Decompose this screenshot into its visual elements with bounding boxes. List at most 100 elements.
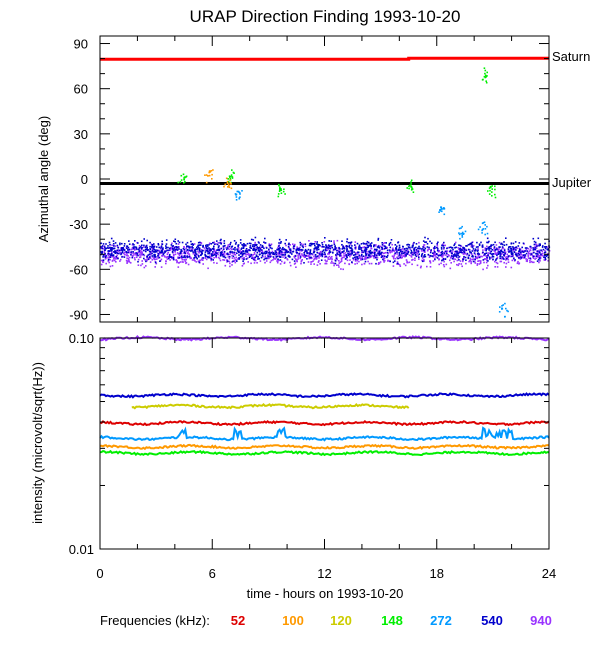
azimuth-point: [231, 254, 233, 257]
azimuth-point: [247, 261, 249, 263]
azimuth-point: [364, 251, 367, 253]
azimuth-point: [226, 259, 228, 261]
azimuth-point: [279, 242, 282, 244]
azimuth-point: [350, 243, 352, 245]
azimuth-point: [161, 251, 164, 253]
azimuth-point: [183, 246, 185, 248]
azimuth-point: [301, 249, 304, 251]
azimuth-point: [499, 251, 501, 253]
azimuth-point: [230, 241, 232, 244]
azimuth-point: [501, 246, 504, 248]
azimuth-point: [434, 257, 436, 260]
azimuth-point: [219, 254, 222, 256]
azimuth-point: [426, 246, 429, 248]
azimuth-point: [230, 175, 232, 178]
azimuth-point: [185, 247, 187, 250]
azimuth-point: [355, 251, 357, 254]
azimuth-point: [487, 190, 489, 192]
azimuth-point: [519, 258, 522, 260]
azimuth-point: [444, 244, 446, 247]
azimuth-point: [319, 263, 321, 265]
azimuth-point: [394, 252, 397, 254]
azimuth-point: [381, 251, 383, 254]
azimuth-point: [286, 258, 289, 261]
azimuth-point: [311, 252, 313, 255]
azimuth-point: [284, 253, 287, 256]
azimuth-point: [461, 225, 463, 228]
azimuth-point: [491, 185, 493, 187]
azimuth-point: [126, 245, 128, 247]
azimuth-point: [423, 258, 425, 261]
azimuth-point: [394, 257, 397, 260]
azimuth-point: [481, 244, 484, 246]
azimuth-point: [289, 261, 291, 264]
azimuth-point: [137, 258, 140, 261]
azimuth-point: [368, 262, 371, 265]
azimuth-point: [138, 250, 140, 252]
azimuth-point: [489, 245, 492, 247]
azimuth-point: [534, 255, 536, 258]
azimuth-point: [179, 252, 182, 254]
azimuth-point: [134, 240, 136, 242]
azimuth-point: [189, 256, 192, 258]
azimuth-point: [366, 252, 369, 255]
azimuth-point: [285, 239, 287, 241]
azimuth-point: [307, 261, 310, 263]
azimuth-point: [208, 171, 210, 174]
azimuth-point: [272, 253, 275, 255]
azimuth-point: [110, 254, 112, 256]
azimuth-point: [231, 176, 234, 178]
azimuth-point: [312, 260, 314, 262]
azimuth-point: [365, 257, 368, 260]
azimuth-point: [256, 246, 259, 248]
azimuth-point: [182, 256, 184, 259]
azimuth-point: [185, 243, 187, 246]
azimuth-point: [508, 250, 511, 252]
azimuth-point: [442, 243, 444, 245]
azimuth-point: [170, 247, 173, 250]
azimuth-point: [207, 250, 209, 253]
azimuth-point: [191, 246, 193, 248]
azimuth-point: [173, 254, 175, 257]
azimuth-point: [484, 69, 487, 72]
azimuth-point: [467, 256, 470, 259]
azimuth-point: [396, 253, 398, 255]
azimuth-point: [140, 250, 142, 253]
azimuth-point: [292, 247, 295, 250]
azimuth-point: [120, 253, 122, 256]
azimuth-point: [194, 249, 196, 251]
azimuth-point: [431, 255, 434, 257]
azimuth-point: [208, 174, 211, 177]
azimuth-point: [238, 192, 241, 194]
azimuth-point: [465, 259, 467, 261]
azimuth-point: [314, 247, 316, 249]
azimuth-point: [389, 251, 391, 253]
azimuth-point: [345, 245, 348, 247]
azimuth-point: [499, 260, 502, 263]
azimuth-point: [486, 232, 489, 235]
azimuth-point: [381, 242, 383, 244]
azimuth-point: [185, 262, 187, 265]
azimuth-point: [126, 247, 128, 249]
azimuth-point: [328, 240, 330, 242]
azimuth-point: [271, 247, 273, 250]
azimuth-point: [229, 179, 231, 181]
azimuth-point: [255, 255, 258, 258]
azimuth-point: [417, 254, 420, 257]
azimuth-point: [411, 187, 413, 189]
azimuth-point: [481, 229, 483, 232]
azimuth-point: [527, 247, 530, 250]
azimuth-point: [516, 262, 519, 265]
azimuth-point: [196, 248, 199, 250]
azimuth-point: [258, 251, 261, 253]
azimuth-point: [279, 188, 281, 191]
azimuth-point: [116, 249, 119, 252]
azimuth-point: [188, 247, 191, 249]
azimuth-point: [128, 258, 130, 261]
azimuth-point: [488, 187, 491, 189]
azimuth-point: [473, 260, 476, 263]
azimuth-point: [233, 259, 236, 262]
azimuth-point: [361, 256, 364, 258]
azimuth-point: [501, 250, 503, 253]
azimuth-point: [493, 247, 495, 250]
